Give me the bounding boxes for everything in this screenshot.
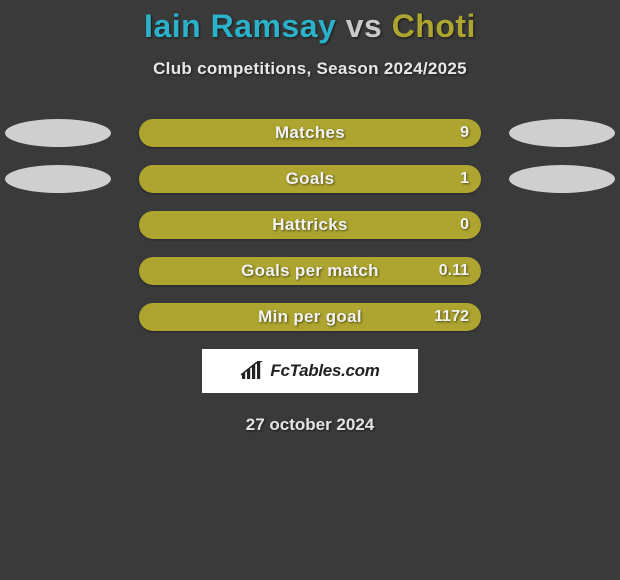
stat-row: Hattricks 0 (0, 211, 620, 239)
stat-label: Goals (286, 169, 335, 189)
player1-marker (5, 165, 111, 193)
player1-marker (5, 119, 111, 147)
stat-row: Goals 1 (0, 165, 620, 193)
stat-value: 1 (460, 170, 469, 188)
stat-value: 0.11 (439, 262, 469, 280)
stat-bar: Goals per match 0.11 (139, 257, 481, 285)
page-title: Iain Ramsay vs Choti (0, 8, 620, 45)
stat-value: 1172 (434, 308, 469, 326)
vs-separator: vs (346, 8, 383, 44)
comparison-card: Iain Ramsay vs Choti Club competitions, … (0, 0, 620, 435)
snapshot-date: 27 october 2024 (0, 415, 620, 435)
stat-row: Matches 9 (0, 119, 620, 147)
player2-marker (509, 165, 615, 193)
stat-label: Goals per match (241, 261, 379, 281)
stat-row: Min per goal 1172 (0, 303, 620, 331)
stat-bar: Min per goal 1172 (139, 303, 481, 331)
bar-chart-icon (240, 361, 264, 381)
stat-value: 0 (460, 216, 469, 234)
source-badge-text: FcTables.com (270, 361, 379, 381)
stat-label: Matches (275, 123, 345, 143)
player1-name: Iain Ramsay (144, 8, 336, 44)
stat-bar: Matches 9 (139, 119, 481, 147)
stats-rows: Matches 9 Goals 1 Hattricks 0 Goals per match 0… (0, 119, 620, 331)
stat-value: 9 (460, 124, 469, 142)
source-badge[interactable]: FcTables.com (202, 349, 418, 393)
player2-name: Choti (392, 8, 476, 44)
stat-label: Min per goal (258, 307, 362, 327)
stat-row: Goals per match 0.11 (0, 257, 620, 285)
stat-bar: Hattricks 0 (139, 211, 481, 239)
player2-marker (509, 119, 615, 147)
stat-bar: Goals 1 (139, 165, 481, 193)
subtitle: Club competitions, Season 2024/2025 (0, 59, 620, 79)
stat-label: Hattricks (272, 215, 347, 235)
